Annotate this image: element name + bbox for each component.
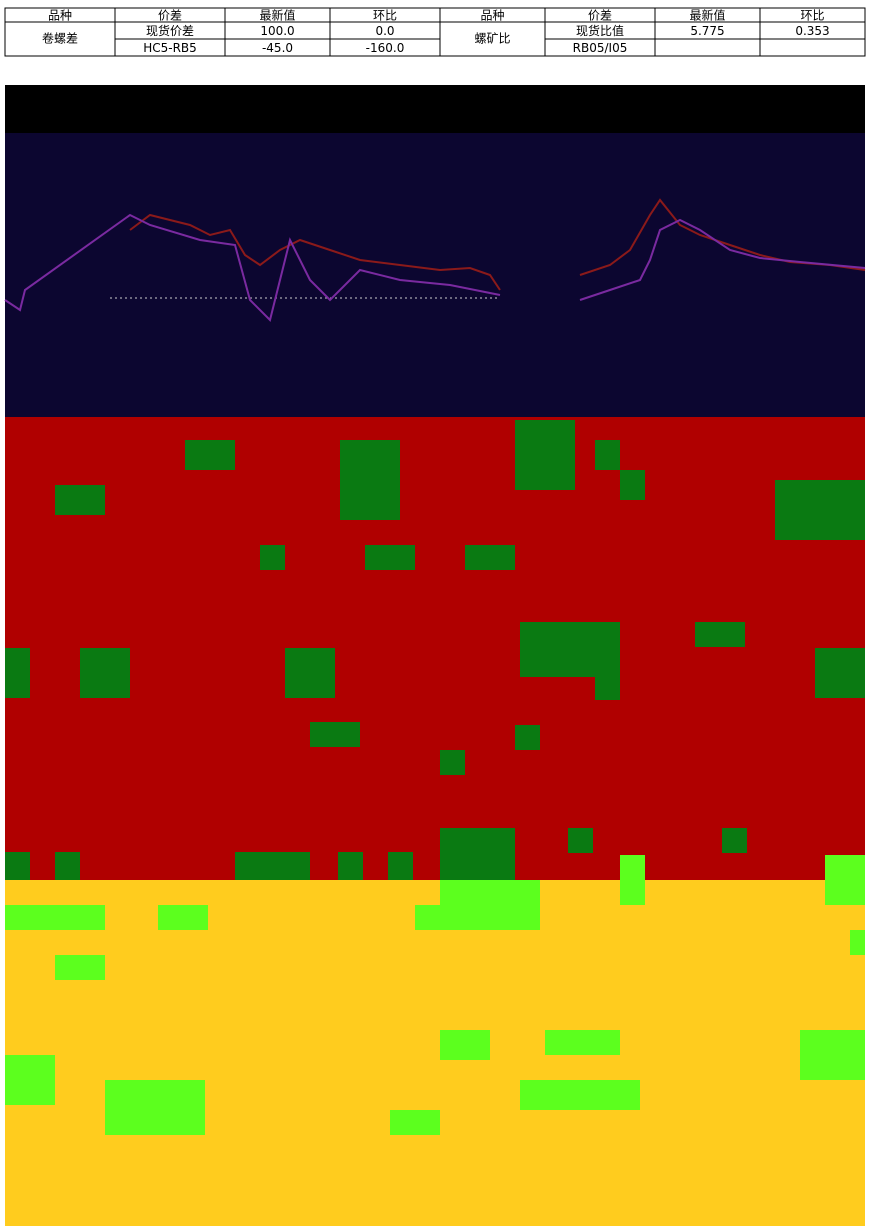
group-cell xyxy=(4,21,116,57)
line-shape xyxy=(129,213,501,291)
group-name: 螺矿比 xyxy=(474,32,510,46)
group-name: 卷螺差 xyxy=(42,31,78,46)
cell-text: -45.0 xyxy=(262,41,293,55)
cell-text: HC5-RB5 xyxy=(143,41,197,55)
black-band xyxy=(5,85,865,133)
line-shape xyxy=(579,218,866,301)
cell-text: 5.775 xyxy=(690,24,724,38)
cell-text: 现货比值 xyxy=(576,23,624,38)
group-cell xyxy=(439,21,546,57)
bright-green-blocks xyxy=(5,855,865,1135)
cell-text: 现货价差 xyxy=(146,23,194,38)
red-area xyxy=(5,417,865,880)
cell-text: -160.0 xyxy=(366,41,405,55)
cell-text: 0.353 xyxy=(795,24,829,38)
header-text: 价差 xyxy=(588,9,612,23)
cell-text: 0.0 xyxy=(375,24,394,38)
cell-text: RB05/I05 xyxy=(573,41,628,55)
header-text: 品种 xyxy=(480,9,504,23)
cell xyxy=(759,38,866,57)
cell-text: 100.0 xyxy=(260,24,294,38)
header-text: 最新值 xyxy=(689,8,725,23)
header-text: 价差 xyxy=(158,9,182,23)
yellow-area xyxy=(5,880,865,1226)
header-text: 环比 xyxy=(800,9,824,23)
header-text: 环比 xyxy=(373,9,397,23)
header-text: 最新值 xyxy=(259,8,295,23)
cell xyxy=(654,38,761,57)
navy-area xyxy=(5,85,865,417)
green-blocks xyxy=(5,420,865,880)
line-shape xyxy=(4,213,501,322)
header-text: 品种 xyxy=(48,9,72,23)
